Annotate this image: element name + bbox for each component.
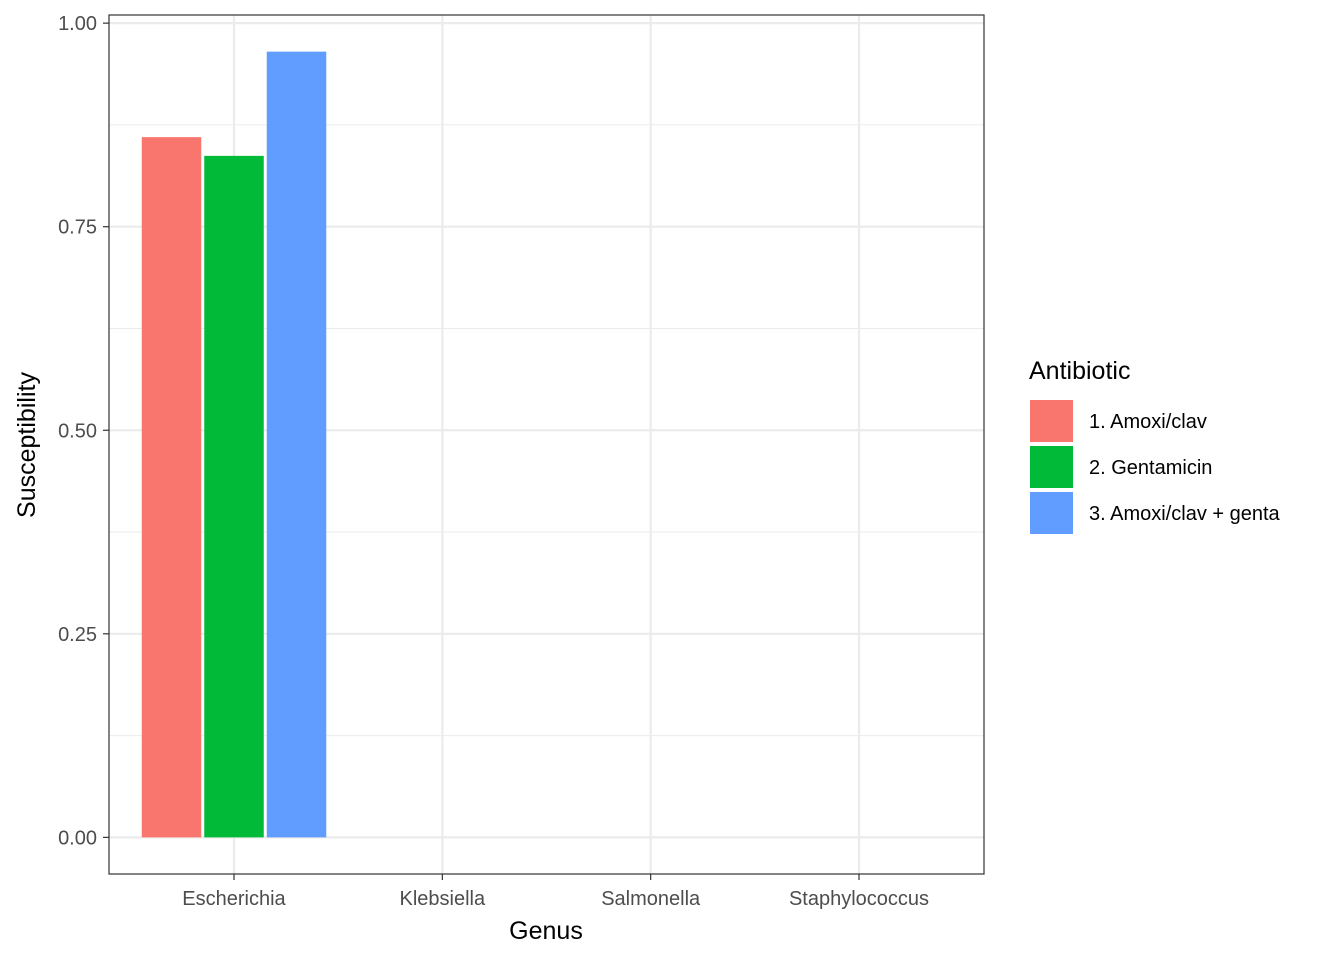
legend-title: Antibiotic	[1029, 357, 1130, 385]
plot-panel	[108, 14, 985, 875]
x-tick-label: Staphylococcus	[789, 888, 929, 910]
legend-label: 2. Gentamicin	[1089, 457, 1212, 479]
y-tick-label: 0.00	[58, 827, 97, 849]
panel-border	[108, 14, 985, 875]
bar-3-escherichia	[266, 51, 327, 838]
legend: Antibiotic 1. Amoxi/clav 2. Gentamicin 3. …	[1029, 357, 1281, 534]
x-tick-label: Salmonella	[601, 888, 701, 910]
y-axis: 0.00 0.25 0.50 0.75 1.00	[58, 13, 109, 849]
legend-swatch	[1030, 400, 1073, 442]
y-axis-title: Susceptibility	[13, 372, 41, 518]
bar-2-escherichia	[204, 155, 264, 838]
y-tick-label: 0.75	[58, 217, 97, 239]
x-tick-label: Klebsiella	[400, 888, 486, 910]
legend-swatch	[1030, 492, 1073, 534]
x-tick-label: Escherichia	[182, 888, 286, 910]
x-axis-title: Genus	[509, 917, 583, 945]
y-tick-label: 0.25	[58, 624, 97, 646]
legend-label: 3. Amoxi/clav + genta	[1089, 503, 1281, 525]
y-tick-label: 0.50	[58, 420, 97, 442]
bar-1-escherichia	[141, 137, 202, 838]
legend-label: 1. Amoxi/clav	[1089, 411, 1207, 433]
x-axis: Escherichia Klebsiella Salmonella Staphyloc…	[182, 874, 929, 910]
legend-swatch	[1030, 446, 1073, 488]
y-tick-label: 1.00	[58, 13, 97, 35]
